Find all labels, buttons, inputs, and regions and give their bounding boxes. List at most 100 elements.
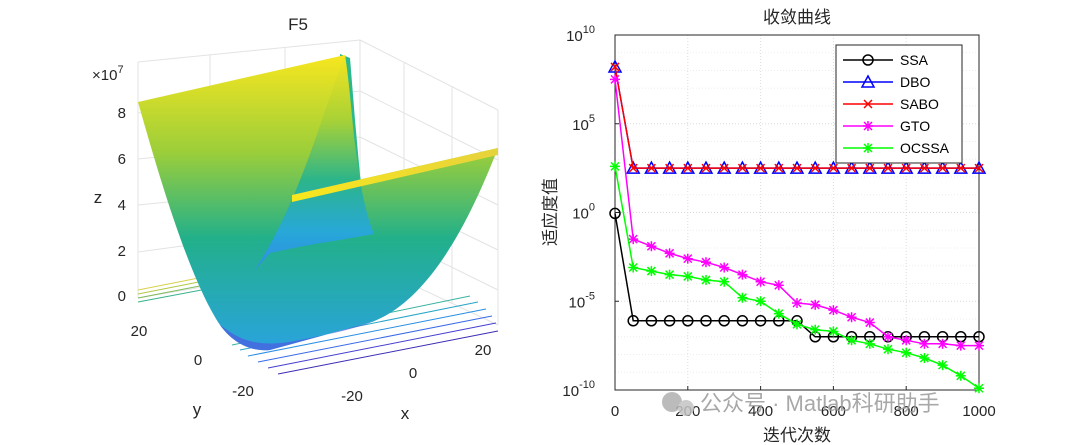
point-ssa-0 <box>609 207 621 220</box>
point-gto-20 <box>974 340 984 351</box>
point-ocssa-5 <box>701 274 711 285</box>
y-tick-neg20: -20 <box>232 383 254 400</box>
z-tick-2: 2 <box>118 243 126 260</box>
legend-label-sabo: SABO <box>900 96 939 112</box>
series-ocssa <box>610 161 984 394</box>
point-ocssa-7 <box>737 292 748 303</box>
legend-item-ocssa: OCSSA <box>843 140 950 156</box>
point-ocssa-0 <box>610 161 620 172</box>
point-gto-13 <box>846 312 857 323</box>
x-tick-0: 0 <box>409 365 417 382</box>
point-sabo-5 <box>701 163 711 173</box>
point-ocssa-12 <box>828 326 839 337</box>
legend-item-gto: GTO <box>843 118 930 134</box>
point-gto-11 <box>810 299 821 310</box>
watermark-text: 公众号 · Matlab科研助手 <box>700 391 940 416</box>
legend-label-ssa: SSA <box>900 52 929 68</box>
point-gto-2 <box>646 241 657 252</box>
point-sabo-6 <box>719 163 729 173</box>
x-axis-label: x <box>401 404 410 423</box>
point-ocssa-8 <box>755 296 766 307</box>
point-gto-4 <box>682 253 693 264</box>
point-ssa-6 <box>718 315 730 327</box>
point-sabo-10 <box>792 163 802 173</box>
point-gto-0 <box>610 74 620 85</box>
y-axis-label: y <box>193 400 202 419</box>
point-sabo-9 <box>774 163 784 173</box>
surface-y-ticks: 20 0 -20 <box>131 323 254 400</box>
point-sabo-14 <box>865 163 875 173</box>
legend-marker-ssa <box>862 54 874 66</box>
point-ocssa-10 <box>792 319 802 330</box>
point-gto-7 <box>737 269 748 280</box>
point-gto-18 <box>937 338 948 349</box>
point-ocssa-4 <box>682 271 693 282</box>
point-gto-3 <box>664 248 675 259</box>
point-gto-5 <box>701 257 711 268</box>
convergence-chart: 收敛曲线 02004006008001000 101010510010-510-… <box>541 8 996 445</box>
y-tick-label-3: 10-5 <box>569 290 595 311</box>
y-tick-label-4: 10-10 <box>562 379 595 400</box>
z-exponent: ×107 <box>92 64 124 84</box>
point-ocssa-19 <box>955 370 966 381</box>
point-ocssa-9 <box>773 308 784 319</box>
y-tick-0: 0 <box>194 352 202 369</box>
point-gto-14 <box>864 317 875 328</box>
series-sabo <box>610 62 984 173</box>
surface-title: F5 <box>288 15 308 34</box>
point-ssa-4 <box>682 315 694 327</box>
point-gto-16 <box>901 335 912 346</box>
point-sabo-13 <box>847 163 857 173</box>
x-tick-label-5: 1000 <box>962 403 995 420</box>
point-gto-19 <box>955 340 966 351</box>
y-tick-20: 20 <box>131 323 148 340</box>
legend-item-dbo: DBO <box>843 74 930 90</box>
point-sabo-8 <box>756 163 766 173</box>
point-sabo-0 <box>610 62 620 72</box>
point-ssa-1 <box>627 315 639 327</box>
legend-marker-ocssa <box>863 143 873 153</box>
point-sabo-4 <box>683 163 693 173</box>
point-sabo-17 <box>919 163 929 173</box>
legend-marker-dbo <box>860 74 876 88</box>
point-ocssa-20 <box>974 383 984 394</box>
point-ocssa-16 <box>901 347 912 358</box>
point-sabo-7 <box>737 163 747 173</box>
z-tick-4: 4 <box>118 197 126 214</box>
legend-marker-gto <box>863 121 873 131</box>
point-ocssa-1 <box>628 262 639 273</box>
point-gto-8 <box>755 276 766 287</box>
point-sabo-11 <box>810 163 820 173</box>
x-tick-neg20: -20 <box>341 388 363 405</box>
y-tick-label-1: 105 <box>572 113 595 134</box>
point-ocssa-14 <box>864 338 875 349</box>
point-ocssa-6 <box>719 276 730 287</box>
point-ssa-5 <box>700 315 712 327</box>
point-ssa-2 <box>645 315 658 327</box>
point-sabo-1 <box>628 163 638 173</box>
chart-series <box>607 59 987 394</box>
chart-title: 收敛曲线 <box>763 8 831 27</box>
chart-x-label: 迭代次数 <box>763 426 831 445</box>
legend-label-gto: GTO <box>900 118 930 134</box>
legend-label-ocssa: OCSSA <box>900 140 950 156</box>
y-tick-label-0: 1010 <box>566 24 595 45</box>
chart-y-ticks: 1010 105 100 10-5 10-10 <box>562 24 619 400</box>
point-ssa-8 <box>754 315 767 327</box>
series-gto <box>610 74 984 351</box>
point-sabo-16 <box>901 163 911 173</box>
point-ssa-3 <box>663 315 676 327</box>
point-gto-15 <box>883 331 893 342</box>
point-ocssa-17 <box>919 353 930 364</box>
point-sabo-20 <box>974 163 984 173</box>
surface-floor <box>220 322 372 351</box>
legend-marker-sabo <box>863 99 873 109</box>
x-tick-label-4: 800 <box>894 403 919 420</box>
legend-item-ssa: SSA <box>843 52 929 68</box>
z-tick-8: 8 <box>118 105 126 122</box>
chart-y-label: 适应度值 <box>541 178 560 246</box>
point-ocssa-18 <box>937 360 948 371</box>
point-gto-12 <box>828 305 839 316</box>
surface-x-ticks: -20 0 20 <box>341 342 491 405</box>
